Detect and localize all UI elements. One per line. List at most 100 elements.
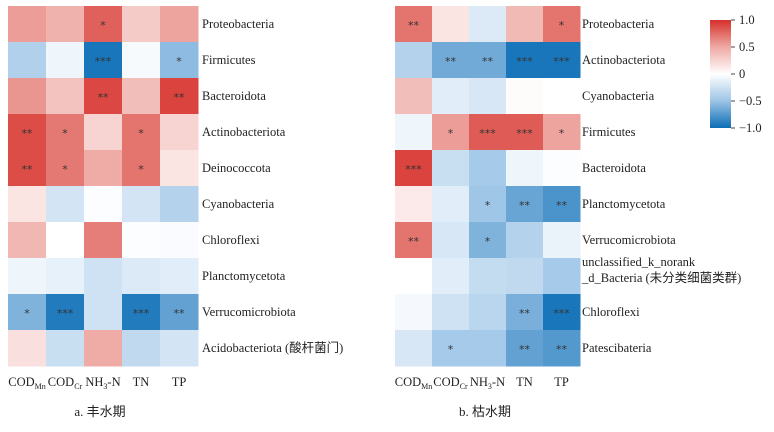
row-label: Verrucomicrobiota (582, 233, 676, 247)
heatmap-cell (469, 222, 507, 259)
heatmap-cell (160, 330, 199, 367)
heatmap-cell (395, 6, 433, 43)
heatmap-cell (543, 294, 581, 331)
heatmap-cell (160, 6, 199, 43)
significance-marker: * (62, 163, 68, 176)
heatmap-cell (160, 42, 199, 79)
heatmap-cell (8, 330, 47, 367)
significance-marker: ** (556, 199, 568, 212)
heatmap-cell (395, 294, 433, 331)
colorbar-gradient (710, 20, 731, 128)
column-label: CODCr (433, 375, 468, 391)
heatmap-cell (506, 114, 544, 151)
heatmap-cell (122, 42, 161, 79)
heatmap-cell (46, 42, 85, 79)
row-label: Firmicutes (202, 53, 256, 67)
row-label: Proteobacteria (202, 17, 275, 31)
heatmap-cell (506, 150, 544, 187)
significance-marker: ** (174, 91, 186, 104)
significance-marker: * (485, 235, 491, 248)
heatmap-cell (84, 78, 123, 115)
significance-marker: * (24, 307, 30, 320)
heatmap-cell (469, 78, 507, 115)
heatmap-cell (506, 186, 544, 223)
heatmap-cell (84, 6, 123, 43)
heatmap-cell (46, 222, 85, 259)
column-label: TP (554, 375, 569, 389)
heatmap-cell (469, 6, 507, 43)
heatmap-cell (543, 258, 581, 295)
colorbar-tick-label: 1.0 (739, 13, 755, 27)
significance-marker: *** (516, 55, 533, 68)
heatmap-cell (46, 6, 85, 43)
row-label: Cyanobacteria (202, 197, 275, 211)
row-label: Bacteroidota (202, 89, 266, 103)
heatmap-cell (160, 78, 199, 115)
heatmap-cell (469, 150, 507, 187)
heatmap-cell (469, 186, 507, 223)
heatmap-cell (122, 258, 161, 295)
heatmap-cell (469, 294, 507, 331)
heatmap-cell (432, 330, 470, 367)
heatmap-cell (395, 186, 433, 223)
heatmap-cell (395, 258, 433, 295)
significance-marker: ** (519, 343, 531, 356)
significance-marker: *** (553, 55, 570, 68)
significance-marker: * (448, 343, 454, 356)
row-label: Firmicutes (582, 125, 636, 139)
row-label: Chloroflexi (582, 305, 640, 319)
column-label: CODMn (395, 375, 433, 391)
column-label: TN (133, 375, 150, 389)
heatmap-cell (506, 78, 544, 115)
row-label: Patescibateria (582, 341, 652, 355)
colorbar-tick-label: 0.5 (739, 40, 755, 54)
heatmap-cell (84, 222, 123, 259)
significance-marker: ** (408, 19, 420, 32)
heatmap-cell (160, 186, 199, 223)
heatmap-cell (122, 78, 161, 115)
heatmap-cell (469, 42, 507, 79)
heatmap-a: * Proteobacteria*** * Firmicutes** ** Bactero… (8, 6, 343, 419)
heatmap-cell (543, 330, 581, 367)
significance-marker: ** (445, 55, 457, 68)
column-label: CODCr (48, 375, 83, 391)
row-label: Bacteroidota (582, 161, 646, 175)
heatmap-cell (122, 150, 161, 187)
panel-caption: a. 丰水期 (74, 404, 125, 419)
heatmap-cell (543, 150, 581, 187)
significance-marker: ** (98, 91, 110, 104)
column-label: NH3-N (470, 375, 505, 391)
row-label: Verrucomicrobiota (202, 305, 296, 319)
heatmap-cell (122, 330, 161, 367)
column-label: NH3-N (85, 375, 120, 391)
heatmap-cell (160, 114, 199, 151)
significance-marker: ** (408, 235, 420, 248)
significance-marker: ** (482, 55, 494, 68)
heatmap-cell (84, 186, 123, 223)
significance-marker: ** (556, 343, 568, 356)
significance-marker: ** (22, 127, 34, 140)
significance-marker: ** (519, 199, 531, 212)
significance-marker: *** (553, 307, 570, 320)
heatmap-cell (395, 222, 433, 259)
row-label: unclassified_k_norank (582, 255, 696, 269)
heatmap-cell (46, 114, 85, 151)
heatmap-cell (432, 294, 470, 331)
significance-marker: ** (174, 307, 186, 320)
heatmap-cell (469, 114, 507, 151)
heatmap-cell (84, 294, 123, 331)
heatmap-cell (46, 186, 85, 223)
significance-marker: * (448, 127, 454, 140)
row-label: Chloroflexi (202, 233, 260, 247)
heatmap-cell (395, 42, 433, 79)
heatmap-cell (160, 258, 199, 295)
heatmap-cell (543, 114, 581, 151)
heatmap-cell (432, 222, 470, 259)
row-label: Cyanobacteria (582, 89, 655, 103)
significance-marker: *** (133, 307, 150, 320)
heatmap-cell (8, 114, 47, 151)
heatmap-cell (84, 150, 123, 187)
heatmap-cell (84, 258, 123, 295)
heatmap-cell (543, 6, 581, 43)
